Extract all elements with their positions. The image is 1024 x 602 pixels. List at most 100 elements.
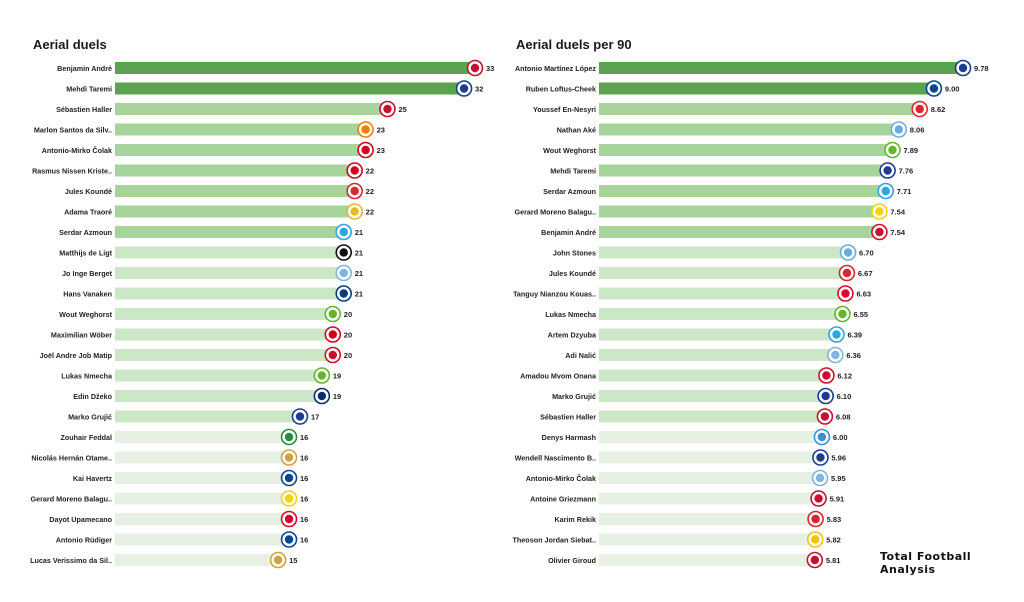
- value-label: 15: [289, 556, 297, 565]
- lille-badge-icon: [818, 367, 835, 384]
- value-label: 21: [355, 290, 363, 299]
- value-label: 8.62: [931, 105, 946, 114]
- value-label: 19: [333, 372, 341, 381]
- salzburg-badge-icon: [346, 162, 363, 179]
- porto-badge-icon: [291, 408, 309, 425]
- category-label: Gerard Moreno Balagu..: [515, 208, 596, 217]
- chart-0: Benjamin André 33 Mehdi Taremi 32 Sébastien …: [30, 59, 494, 569]
- value-label: 8.06: [910, 126, 925, 135]
- category-label: Wendell Nascimento B..: [515, 454, 596, 463]
- value-label: 20: [344, 310, 352, 319]
- category-label: Rasmus Nissen Kriste..: [32, 167, 112, 176]
- value-label: 7.71: [897, 187, 912, 196]
- value-label: 9.78: [974, 64, 989, 73]
- villarreal-badge-icon: [871, 203, 888, 220]
- bar: [115, 144, 367, 156]
- value-label: 5.81: [826, 556, 841, 565]
- bar-row: John Stones 6.70: [553, 244, 874, 261]
- bar: [599, 205, 881, 218]
- bar: [115, 533, 291, 546]
- bar: [115, 328, 334, 341]
- dynamo-kyiv-badge-icon: [813, 428, 831, 446]
- value-label: 25: [398, 105, 406, 114]
- juventus-badge-icon: [335, 244, 353, 261]
- category-label: Tanguy Nianzou Kouas..: [513, 290, 596, 299]
- category-label: Wout Weghorst: [543, 146, 596, 155]
- category-label: Adama Traoré: [64, 208, 112, 217]
- bar: [115, 492, 291, 505]
- villarreal-badge-icon: [280, 490, 298, 507]
- bar: [599, 62, 964, 74]
- category-label: Amadou Mvom Onana: [520, 372, 597, 381]
- value-label: 6.39: [847, 331, 862, 340]
- bar: [599, 123, 900, 136]
- bar-row: Matthijs de Ligt 21: [59, 244, 363, 261]
- category-label: Jules Koundé: [549, 269, 596, 278]
- bar-row: Zouhair Feddal 16: [60, 428, 308, 446]
- sheriff-badge-icon: [346, 203, 363, 220]
- value-label: 5.83: [827, 515, 842, 524]
- category-label: Joël Andre Job Matip: [40, 351, 113, 360]
- sevilla-badge-icon: [838, 264, 856, 282]
- sevilla-badge-icon: [911, 100, 929, 118]
- sporting-badge-icon: [280, 428, 298, 446]
- bar: [599, 246, 850, 259]
- value-label: 6.00: [833, 433, 848, 442]
- value-label: 7.76: [899, 167, 914, 176]
- value-label: 9.00: [945, 85, 960, 94]
- bar: [115, 226, 345, 238]
- bar-row: Maximilian Wöber 20: [51, 326, 352, 343]
- value-label: 5.96: [831, 454, 846, 463]
- bar: [599, 513, 817, 525]
- malmo-badge-icon: [335, 264, 353, 282]
- value-label: 32: [475, 85, 483, 94]
- category-label: Artem Dzyuba: [548, 331, 597, 340]
- salzburg-badge-icon: [324, 326, 342, 343]
- porto-badge-icon: [455, 80, 473, 97]
- value-label: 5.82: [826, 536, 841, 545]
- bar-row: Lukas Nmecha 19: [61, 367, 341, 384]
- value-label: 20: [344, 331, 352, 340]
- category-label: John Stones: [553, 249, 596, 258]
- bar-row: Serdar Azmoun 7.71: [543, 182, 912, 200]
- wolfsburg-badge-icon: [324, 305, 342, 323]
- chelsea-badge-icon: [280, 469, 298, 487]
- value-label: 5.91: [830, 495, 845, 504]
- bar-row: Adi Nalić 6.36: [565, 346, 861, 364]
- bar-row: Marlon Santos da Silv.. 23: [34, 121, 385, 138]
- value-label: 5.95: [831, 474, 846, 483]
- value-label: 6.70: [859, 249, 874, 258]
- category-label: Mehdi Taremi: [66, 85, 112, 94]
- value-label: 6.08: [836, 413, 851, 422]
- bar-row: Mehdi Taremi 7.76: [550, 162, 914, 179]
- bar: [599, 451, 822, 464]
- category-label: Youssef En-Nesyri: [533, 105, 596, 114]
- bar: [115, 103, 389, 115]
- value-label: 20: [344, 351, 352, 360]
- value-label: 22: [366, 167, 374, 176]
- bar: [115, 287, 345, 300]
- bar: [115, 513, 291, 525]
- bar-row: Nathan Aké 8.06: [557, 121, 925, 138]
- value-label: 16: [300, 474, 308, 483]
- milan-badge-icon: [806, 551, 824, 569]
- bar-row: Karim Rekik 5.83: [554, 510, 842, 528]
- bar: [599, 369, 828, 382]
- value-label: 16: [300, 433, 308, 442]
- value-label: 6.12: [837, 372, 852, 381]
- chelsea-badge-icon: [925, 80, 943, 97]
- category-label: Denys Harmash: [542, 433, 596, 442]
- bar: [115, 431, 291, 443]
- bar-row: Antonio Rüdiger 16: [56, 531, 308, 548]
- category-label: Nathan Aké: [557, 126, 596, 135]
- man-city-badge-icon: [839, 244, 857, 261]
- category-label: Wout Weghorst: [59, 310, 112, 319]
- bar: [115, 472, 291, 484]
- malmo-badge-icon: [811, 469, 829, 487]
- category-label: Marlon Santos da Silv..: [34, 126, 112, 135]
- zenit-badge-icon: [335, 223, 353, 241]
- value-label: 21: [355, 249, 363, 258]
- category-label: Antonio-Mirko Čolak: [42, 146, 112, 155]
- category-label: Jo Inge Berget: [62, 269, 113, 278]
- bar-row: Wout Weghorst 20: [59, 305, 352, 323]
